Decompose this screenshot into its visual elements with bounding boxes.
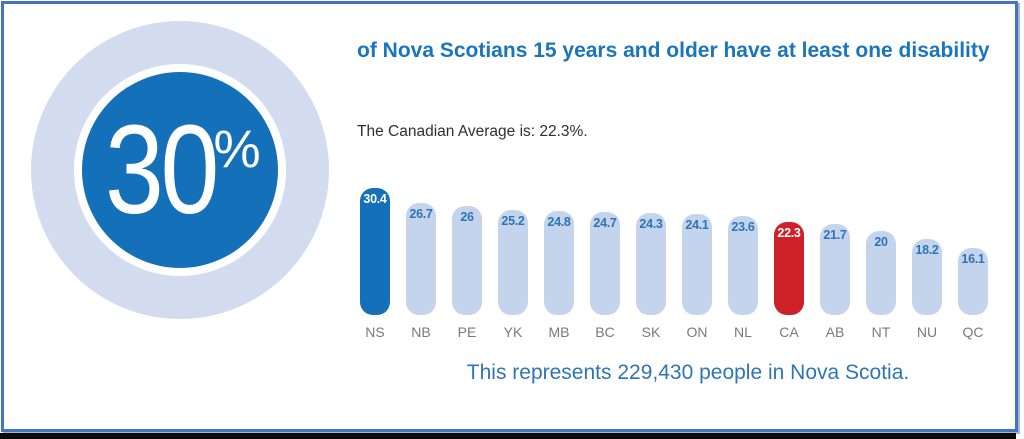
- bar-bc: 24.7: [590, 212, 620, 315]
- bar-area-nl: 23.6: [728, 188, 758, 315]
- category-label-ab: AB: [825, 324, 845, 340]
- bar-value-nl: 23.6: [731, 220, 755, 234]
- bar-value-ca: 22.3: [777, 226, 801, 240]
- bar-qc: 16.1: [958, 248, 988, 315]
- percent-sign: %: [213, 120, 261, 179]
- bar-yk: 25.2: [498, 210, 528, 315]
- bar-area-ab: 21.7: [820, 188, 850, 315]
- bar-column-nl: 23.6 NL: [728, 188, 758, 340]
- bar-ns: 30.4: [360, 188, 390, 315]
- bar-sk: 24.3: [636, 213, 666, 315]
- bar-ab: 21.7: [820, 224, 850, 315]
- bar-area-yk: 25.2: [498, 188, 528, 315]
- bar-column-on: 24.1 ON: [682, 188, 712, 340]
- bar-area-ns: 30.4: [360, 188, 390, 315]
- category-label-sk: SK: [641, 324, 661, 340]
- bar-area-nu: 18.2: [912, 188, 942, 315]
- bar-column-ab: 21.7 AB: [820, 188, 850, 340]
- bar-value-ns: 30.4: [363, 192, 387, 206]
- stat-medallion-ring: 30 %: [74, 64, 286, 276]
- category-label-nt: NT: [871, 324, 891, 340]
- bar-area-on: 24.1: [682, 188, 712, 315]
- category-label-nl: NL: [734, 324, 752, 340]
- bar-column-yk: 25.2 YK: [498, 188, 528, 340]
- category-label-ns: NS: [365, 324, 385, 340]
- bar-value-ab: 21.7: [823, 228, 847, 242]
- category-label-yk: YK: [503, 324, 523, 340]
- bar-area-ca: 22.3: [774, 188, 804, 315]
- canadian-average-text: The Canadian Average is: 22.3%.: [357, 123, 588, 140]
- bar-mb: 24.8: [544, 211, 574, 315]
- stat-medallion: 30 %: [31, 21, 329, 319]
- bar-area-qc: 16.1: [958, 188, 988, 315]
- category-label-mb: MB: [548, 324, 570, 340]
- bar-nu: 18.2: [912, 239, 942, 315]
- bar-column-ns: 30.4 NS: [360, 188, 390, 340]
- bar-column-bc: 24.7 BC: [590, 188, 620, 340]
- footer-statement: This represents 229,430 people in Nova S…: [466, 361, 910, 384]
- bar-value-yk: 25.2: [501, 214, 525, 228]
- category-label-bc: BC: [595, 324, 615, 340]
- bar-value-sk: 24.3: [639, 217, 663, 231]
- bar-column-mb: 24.8 MB: [544, 188, 574, 340]
- category-label-nu: NU: [916, 324, 938, 340]
- category-label-pe: PE: [457, 324, 477, 340]
- page-title: of Nova Scotians 15 years and older have…: [357, 39, 990, 62]
- bar-on: 24.1: [682, 214, 712, 315]
- category-label-ca: CA: [779, 324, 799, 340]
- bar-nt: 20: [866, 231, 896, 315]
- bar-value-nu: 18.2: [915, 243, 939, 257]
- bottom-black-strip: [0, 433, 1016, 439]
- bar-column-nu: 18.2 NU: [912, 188, 942, 340]
- bar-value-pe: 26: [460, 210, 474, 224]
- bar-value-qc: 16.1: [961, 252, 985, 266]
- bar-pe: 26: [452, 206, 482, 315]
- bar-value-on: 24.1: [685, 218, 709, 232]
- bar-area-sk: 24.3: [636, 188, 666, 315]
- bar-column-sk: 24.3 SK: [636, 188, 666, 340]
- bar-area-nb: 26.7: [406, 188, 436, 315]
- bar-value-mb: 24.8: [547, 215, 571, 229]
- bar-value-nt: 20: [874, 235, 888, 249]
- bar-column-nb: 26.7 NB: [406, 188, 436, 340]
- bar-nl: 23.6: [728, 216, 758, 315]
- bar-column-qc: 16.1 QC: [958, 188, 988, 340]
- bar-area-nt: 20: [866, 188, 896, 315]
- bar-area-pe: 26: [452, 188, 482, 315]
- bar-chart: 30.4 NS 26.7 NB 26 PE 25.2 YK 24.8 MB 24.7 BC 24.3 SK…: [360, 188, 988, 340]
- stat-medallion-core: 30 %: [82, 72, 278, 268]
- stat-value-group: 30 %: [99, 95, 260, 245]
- bar-area-bc: 24.7: [590, 188, 620, 315]
- stat-value: 30: [105, 99, 219, 240]
- bar-value-nb: 26.7: [409, 207, 433, 221]
- bar-ca: 22.3: [774, 222, 804, 315]
- bar-column-pe: 26 PE: [452, 188, 482, 340]
- bar-column-nt: 20 NT: [866, 188, 896, 340]
- category-label-nb: NB: [411, 324, 431, 340]
- bar-area-mb: 24.8: [544, 188, 574, 315]
- category-label-qc: QC: [962, 324, 984, 340]
- bar-column-ca: 22.3 CA: [774, 188, 804, 340]
- bar-value-bc: 24.7: [593, 216, 617, 230]
- category-label-on: ON: [686, 324, 708, 340]
- bar-nb: 26.7: [406, 203, 436, 315]
